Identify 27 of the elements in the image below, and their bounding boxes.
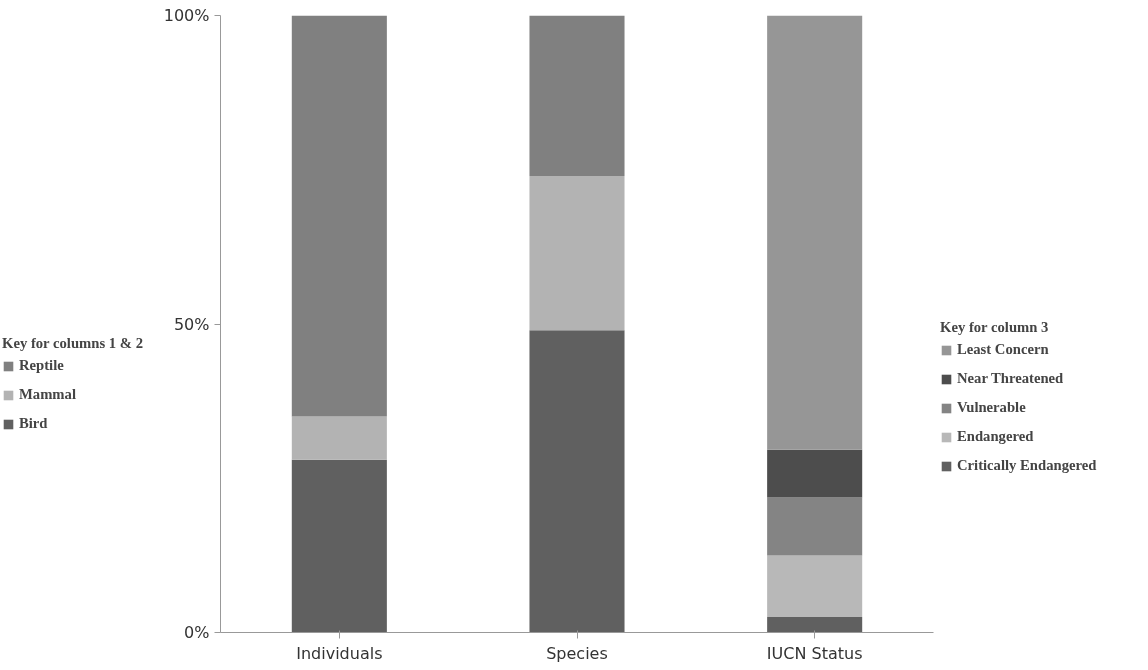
legend-label: Vulnerable bbox=[957, 399, 1026, 416]
legend-label: Critically Endangered bbox=[957, 457, 1097, 474]
legend-label: Reptile bbox=[19, 357, 64, 374]
bar bbox=[767, 555, 863, 618]
x-tick-label: IUCN Status bbox=[766, 643, 863, 663]
bar bbox=[767, 617, 863, 633]
bar bbox=[767, 449, 863, 498]
y-tick-label: 0% bbox=[184, 623, 210, 642]
legend-label: Mammal bbox=[19, 386, 76, 403]
bar bbox=[291, 459, 387, 633]
legend-label: Least Concern bbox=[957, 341, 1049, 358]
bar bbox=[291, 15, 387, 417]
y-tick-label: 100% bbox=[163, 6, 210, 25]
bar bbox=[529, 330, 625, 633]
legend-label: Near Threatened bbox=[957, 370, 1064, 387]
legend-label: Endangered bbox=[957, 428, 1034, 445]
bar bbox=[291, 416, 387, 460]
text: Key for column 3 bbox=[940, 319, 1050, 336]
x-tick-label: Species bbox=[546, 643, 608, 663]
bar bbox=[529, 175, 625, 331]
y-tick-label: 50% bbox=[173, 314, 210, 334]
bar bbox=[767, 15, 863, 450]
bar bbox=[767, 497, 863, 556]
legend-label: Bird bbox=[19, 415, 48, 432]
bar bbox=[529, 15, 625, 176]
x-tick-label: Individuals bbox=[296, 643, 383, 663]
text: Key for columns 1 & 2 bbox=[2, 335, 143, 352]
